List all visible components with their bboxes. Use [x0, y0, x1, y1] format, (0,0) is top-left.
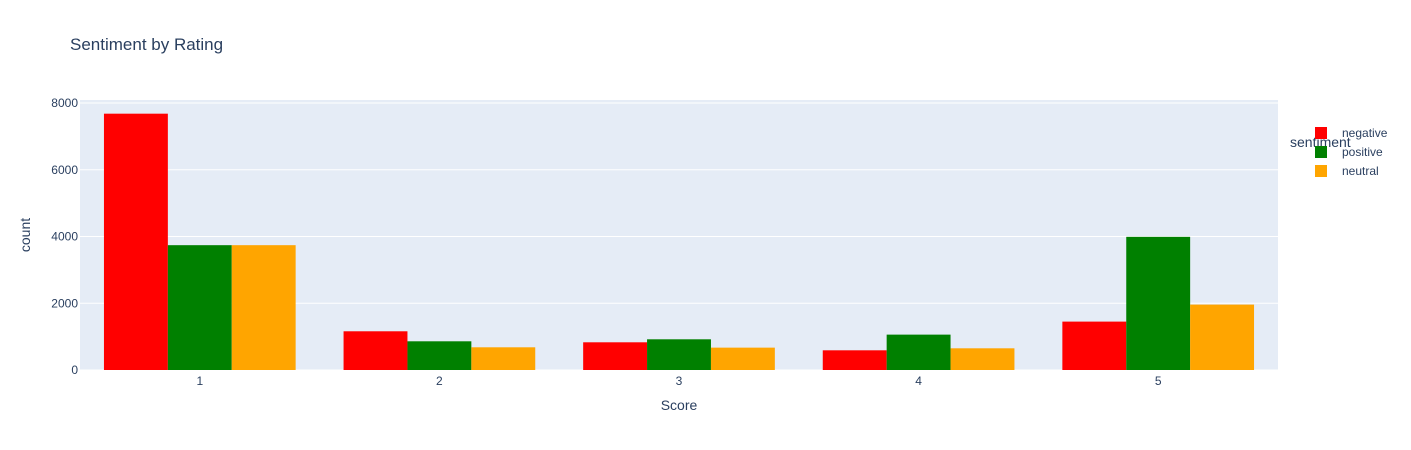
bar-positive-3 — [647, 339, 711, 370]
legend-item-negative: negative — [1342, 126, 1388, 140]
bar-negative-3 — [583, 342, 648, 370]
x-tick-label: 5 — [1155, 374, 1162, 388]
bar-neutral-3 — [710, 347, 775, 370]
legend-swatch-neutral — [1315, 165, 1327, 177]
x-tick-label: 1 — [196, 374, 203, 388]
x-tick-label: 2 — [436, 374, 443, 388]
y-tick-label: 2000 — [51, 296, 78, 310]
bar-negative-1 — [103, 113, 168, 371]
y-axis-title: count — [17, 218, 33, 252]
x-axis-ticks: 1 2 3 4 5 — [196, 374, 1161, 388]
bar-neutral-4 — [950, 348, 1015, 370]
bar-positive-1 — [167, 245, 232, 370]
x-tick-label: 4 — [915, 374, 922, 388]
bar-neutral-2 — [471, 347, 536, 370]
bar-neutral-1 — [231, 245, 296, 370]
legend: sentiment negative positive neutral — [1290, 126, 1388, 178]
x-axis-title: Score — [661, 397, 698, 413]
x-tick-label: 3 — [676, 374, 683, 388]
legend-title: sentiment — [1290, 134, 1351, 150]
legend-item-positive: positive — [1342, 145, 1383, 159]
legend-swatch-negative — [1315, 127, 1327, 139]
chart-title: Sentiment by Rating — [70, 35, 223, 54]
legend-item-neutral: neutral — [1342, 164, 1379, 178]
y-tick-label: 6000 — [51, 163, 78, 177]
bars — [103, 113, 1255, 371]
bar-negative-4 — [822, 350, 887, 370]
y-tick-label: 8000 — [51, 96, 78, 110]
y-tick-label: 0 — [71, 363, 78, 377]
y-axis-ticks: 0 2000 4000 6000 8000 — [51, 96, 78, 377]
bar-positive-4 — [886, 334, 951, 370]
bar-positive-5 — [1126, 236, 1191, 370]
bar-negative-2 — [343, 331, 408, 370]
bar-neutral-5 — [1190, 304, 1255, 370]
legend-swatch-positive — [1315, 146, 1327, 158]
bar-positive-2 — [407, 341, 472, 370]
y-tick-label: 4000 — [51, 230, 78, 244]
bar-negative-5 — [1062, 321, 1127, 370]
